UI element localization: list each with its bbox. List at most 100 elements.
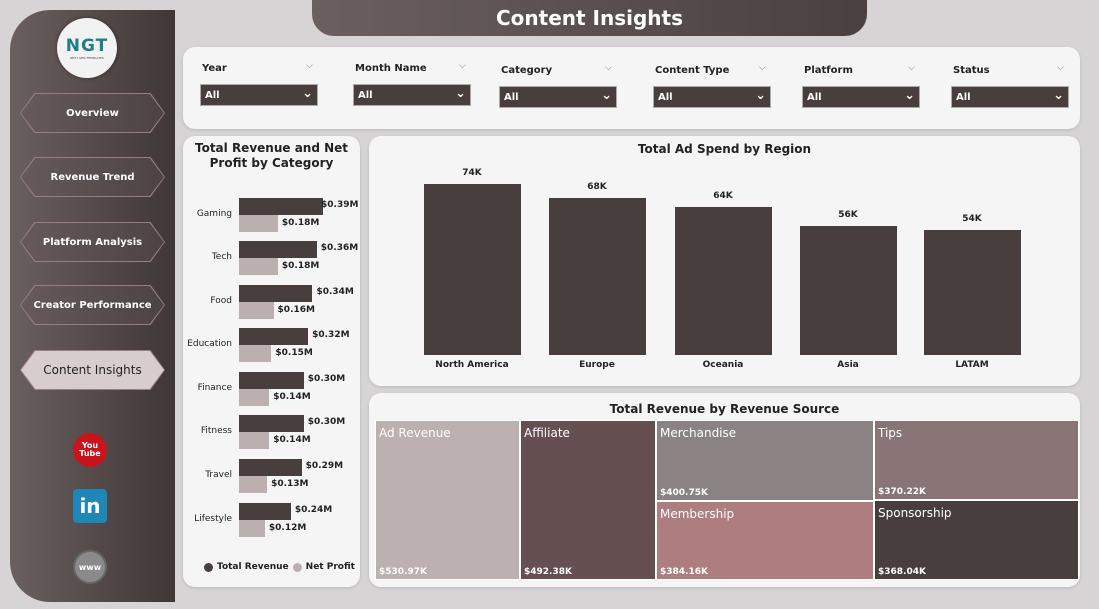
ad-spend-bar[interactable]	[424, 184, 521, 355]
linkedin-label: in	[79, 494, 101, 518]
revenue-bar[interactable]	[239, 372, 304, 389]
nav-overview[interactable]: Overview	[20, 93, 165, 133]
chart-title: Total Ad Spend by Region	[637, 142, 812, 156]
profit-data-label: $0.18M	[281, 218, 320, 228]
nav-revenue-trend[interactable]: Revenue Trend	[20, 157, 165, 197]
bar-data-label: 64K	[713, 191, 733, 202]
ad-spend-bar[interactable]	[675, 207, 772, 355]
globe-icon[interactable]: www	[73, 550, 107, 584]
tile-name: Merchandise	[660, 426, 737, 440]
profit-bar[interactable]	[239, 389, 270, 406]
chevron-down-icon[interactable]: ⌵	[605, 63, 612, 73]
tile-name: Membership	[660, 507, 735, 521]
filter-label: Month Name	[355, 63, 427, 74]
bar-data-label: 68K	[587, 181, 607, 192]
region-label: North America	[435, 360, 509, 370]
treemap-tile[interactable]: Ad Revenue $530.97K	[375, 420, 520, 580]
nav-label: Overview	[66, 107, 119, 119]
chevron-down-icon[interactable]: ⌵	[908, 63, 915, 73]
filter-label: Content Type	[655, 65, 730, 76]
chevron-down-icon[interactable]: ⌵	[306, 61, 313, 71]
tile-value: $492.38K	[524, 567, 572, 577]
filter-dropdown[interactable]: All ⌄	[802, 86, 920, 108]
filter-dropdown[interactable]: All ⌄	[951, 86, 1069, 108]
category-label: Gaming	[196, 209, 232, 219]
profit-data-label: $0.15M	[275, 348, 313, 358]
treemap-tile[interactable]: Sponsorship $368.04K	[874, 500, 1079, 580]
profit-bar[interactable]	[239, 215, 278, 232]
nav-content-insights[interactable]: Content Insights	[20, 350, 165, 390]
treemap-tile[interactable]: Membership $384.16K	[656, 501, 874, 580]
filter-dropdown[interactable]: All ⌄	[499, 86, 617, 108]
revenue-bar[interactable]	[239, 328, 309, 345]
linkedin-icon[interactable]: in	[73, 489, 107, 523]
category-label: Tech	[211, 252, 232, 262]
nav-creator-performance[interactable]: Creator Performance	[20, 285, 165, 325]
revenue-data-label: $0.34M	[316, 287, 354, 297]
chevron-down-icon: ⌄	[904, 88, 915, 103]
filter-panel	[183, 47, 1080, 129]
category-label: Finance	[197, 383, 232, 393]
chevron-down-icon[interactable]: ⌵	[459, 61, 466, 71]
chart-title: Total Revenue and Net Profit by Category	[194, 141, 349, 170]
revenue-bar[interactable]	[239, 198, 324, 215]
legend-swatch-revenue	[204, 562, 213, 572]
nav-label: Platform Analysis	[42, 236, 143, 248]
tile-value: $400.75K	[660, 488, 708, 498]
revenue-bar[interactable]	[239, 415, 304, 432]
profit-data-label: $0.14M	[273, 392, 311, 402]
legend: Total Revenue Net Profit	[204, 562, 355, 572]
filter-dropdown[interactable]: All ⌄	[200, 84, 318, 106]
ad-spend-bar[interactable]	[924, 230, 1021, 355]
profit-bar[interactable]	[239, 302, 274, 319]
treemap-tile[interactable]: Merchandise $400.75K	[656, 420, 874, 501]
tile-value: $530.97K	[379, 567, 427, 577]
profit-bar[interactable]	[239, 432, 270, 449]
revenue-data-label: $0.30M	[307, 417, 346, 427]
revenue-data-label: $0.39M	[321, 200, 359, 210]
revenue-bar[interactable]	[239, 241, 317, 258]
treemap-tile[interactable]: Affiliate $492.38K	[520, 420, 656, 580]
nav-platform-analysis[interactable]: Platform Analysis	[20, 222, 165, 262]
chevron-down-icon: ⌄	[755, 88, 766, 103]
revenue-bar[interactable]	[239, 459, 302, 476]
page-title: Content Insights	[312, 0, 867, 36]
chevron-down-icon: ⌄	[601, 88, 612, 103]
legend-swatch-profit	[292, 562, 302, 572]
revenue-bar[interactable]	[239, 503, 291, 520]
logo: NGT NEXT GEN TEMPLATES	[57, 18, 117, 78]
category-label: Education	[187, 339, 232, 349]
profit-bar[interactable]	[239, 345, 272, 362]
region-label: Asia	[837, 360, 859, 370]
category-label: Travel	[205, 470, 232, 480]
nav-label: Creator Performance	[33, 299, 152, 311]
profit-bar[interactable]	[239, 476, 268, 493]
profit-bar[interactable]	[239, 258, 278, 275]
category-label: Fitness	[200, 426, 232, 436]
profit-bar[interactable]	[239, 520, 265, 537]
bar-data-label: 74K	[462, 168, 482, 178]
filter-value: All	[807, 92, 822, 103]
category-label: Food	[210, 296, 232, 306]
filter-value: All	[358, 90, 373, 101]
tile-value: $384.16K	[660, 567, 708, 577]
revenue-data-label: $0.36M	[320, 243, 359, 253]
filter-dropdown[interactable]: All ⌄	[353, 84, 471, 106]
tile-name: Sponsorship	[878, 506, 952, 520]
ad-spend-bar[interactable]	[549, 197, 646, 355]
profit-data-label: $0.12M	[268, 523, 307, 533]
nav-label: Revenue Trend	[50, 171, 135, 183]
revenue-data-label: $0.24M	[294, 505, 333, 515]
region-label: Europe	[579, 360, 615, 370]
filter-dropdown[interactable]: All ⌄	[653, 86, 771, 108]
legend-profit: Net Profit	[305, 562, 355, 572]
chevron-down-icon[interactable]: ⌵	[1057, 63, 1064, 73]
revenue-bar[interactable]	[239, 285, 313, 302]
youtube-icon[interactable]: You Tube	[73, 433, 107, 467]
filter-value: All	[956, 92, 971, 103]
filter-label: Category	[501, 65, 553, 76]
chevron-down-icon[interactable]: ⌵	[759, 63, 766, 73]
chevron-down-icon: ⌄	[302, 86, 313, 101]
treemap-tile[interactable]: Tips $370.22K	[874, 420, 1079, 500]
ad-spend-bar[interactable]	[800, 225, 897, 355]
